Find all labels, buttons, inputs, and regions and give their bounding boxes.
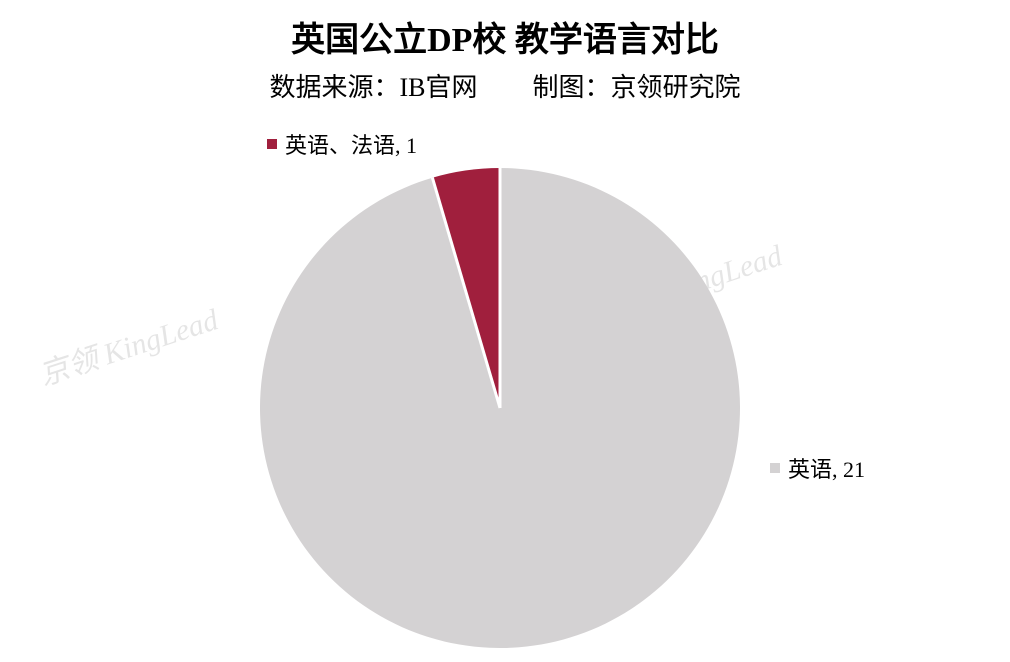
legend-swatch [267, 139, 277, 149]
chart-title: 英国公立DP校 教学语言对比 [0, 0, 1010, 61]
pie-chart [258, 166, 742, 650]
legend-item-english: 英语, 21 [770, 452, 865, 484]
subtitle-author: 制图：京领研究院 [533, 73, 741, 102]
legend-item-english-french: 英语、法语, 1 [267, 128, 417, 160]
legend-label: 英语、法语, 1 [285, 128, 417, 160]
legend-swatch [770, 463, 780, 473]
legend-label: 英语, 21 [788, 452, 865, 484]
chart-container: 英国公立DP校 教学语言对比 数据来源：IB官网 制图：京领研究院 京领 Kin… [0, 0, 1010, 662]
subtitle-source: 数据来源：IB官网 [269, 73, 477, 102]
watermark: 京领 KingLead [32, 295, 222, 394]
chart-subtitle: 数据来源：IB官网 制图：京领研究院 [0, 67, 1010, 104]
